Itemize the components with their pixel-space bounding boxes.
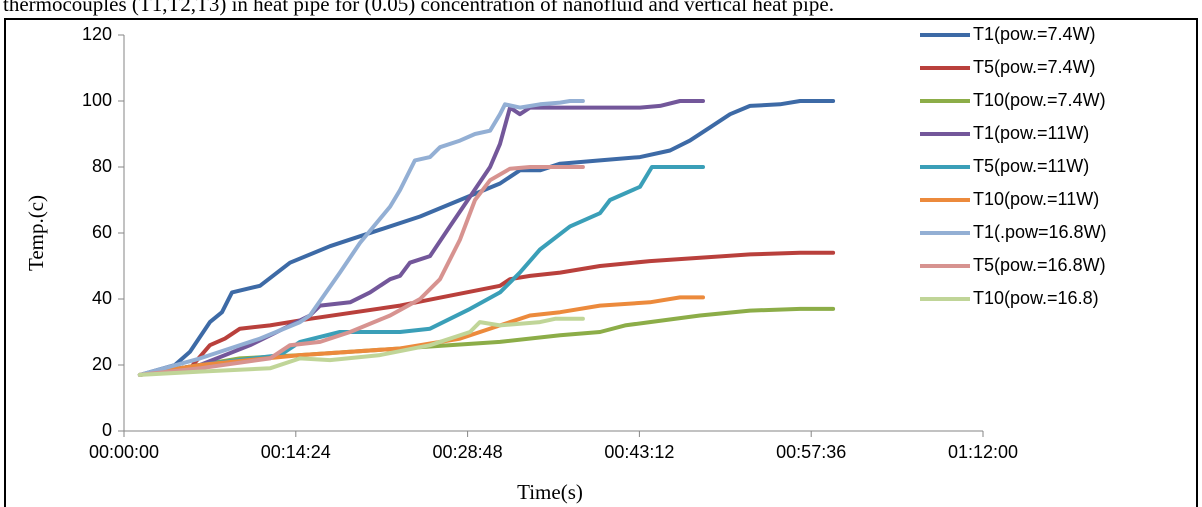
x-tick-label: 00:28:48: [433, 442, 503, 462]
legend-label: T1(pow.=11W): [973, 123, 1089, 143]
y-tick-label: 120: [82, 24, 112, 44]
y-tick-label: 100: [82, 90, 112, 110]
series-line: [137, 295, 705, 377]
series-line: [137, 165, 585, 377]
legend-label: T5(pow.=7.4W): [973, 57, 1096, 77]
chart-title: thermocouples (T1,T2,T3) in heat pipe fo…: [3, 0, 834, 16]
y-axis-label: Temp.(c): [24, 195, 48, 271]
x-tick-label: 01:12:00: [948, 442, 1018, 462]
series-line: [137, 99, 585, 377]
y-tick-label: 80: [92, 156, 112, 176]
legend-label: T10(pow.=16.8): [973, 288, 1099, 308]
y-tick-label: 40: [92, 288, 112, 308]
x-tick-label: 00:43:12: [604, 442, 674, 462]
legend-label: T5(pow.=16.8W): [973, 255, 1106, 275]
y-tick-label: 0: [102, 420, 112, 440]
legend-label: T1(.pow=16.8W): [973, 222, 1107, 242]
legend-label: T5(pow.=11W): [973, 156, 1089, 176]
x-axis-label: Time(s): [517, 480, 583, 504]
series-line: [137, 250, 836, 377]
y-tick-label: 20: [92, 354, 112, 374]
legend-label: T10(pow.=7.4W): [973, 90, 1106, 110]
legend-label: T10(pow.=11W): [973, 189, 1099, 209]
x-tick-label: 00:00:00: [89, 442, 159, 462]
series-line: [137, 99, 836, 377]
chart-frame: [4, 18, 1198, 507]
legend-label: T1(pow.=7.4W): [973, 24, 1096, 44]
y-tick-label: 60: [92, 222, 112, 242]
x-tick-label: 00:14:24: [261, 442, 331, 462]
series-line: [137, 316, 585, 377]
x-tick-label: 00:57:36: [776, 442, 846, 462]
